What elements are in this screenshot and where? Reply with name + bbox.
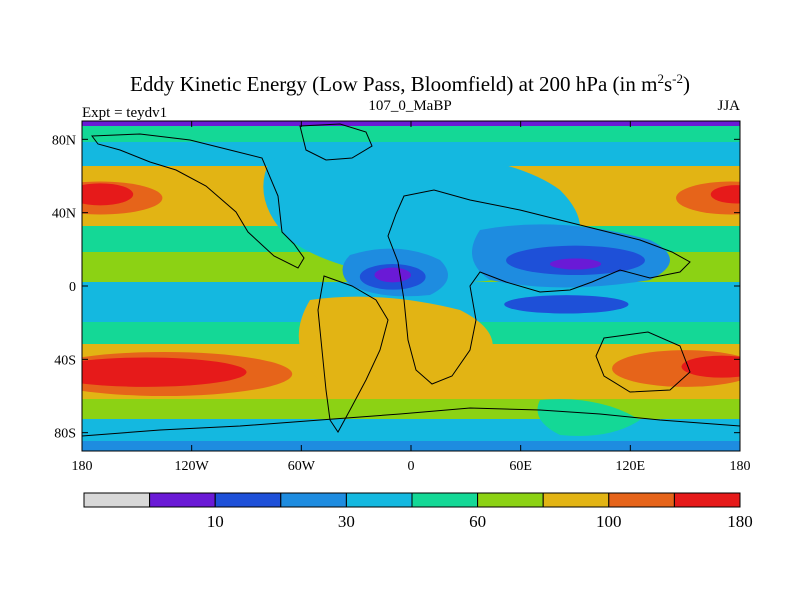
y-tick-label: 40N (52, 207, 76, 222)
colorbar-swatch (149, 492, 216, 508)
colorbar-label: 30 (338, 512, 355, 531)
field-blob (374, 267, 411, 283)
coastline-south-america (317, 275, 389, 433)
y-tick-label: 80N (52, 133, 76, 148)
x-tick-label: 60W (288, 459, 316, 474)
colorbar-swatch (411, 492, 479, 508)
title-main: Eddy Kinetic Energy (Low Pass, Bloomfiel… (130, 72, 657, 96)
field-blobs (82, 181, 740, 396)
title-unit-s-exp: -2 (672, 71, 683, 86)
title-unit-s: s (664, 72, 672, 96)
subtitle-left: Expt = teydv1 (82, 105, 167, 121)
colorbar-swatch (345, 492, 413, 508)
y-tick-label: 40S (54, 353, 76, 368)
field-band (82, 399, 740, 419)
colorbar-swatch (673, 492, 741, 508)
subtitle-right: JJA (717, 98, 740, 114)
y-tick-label: 80S (54, 427, 76, 442)
coastline-greenland (299, 123, 373, 161)
chart-title: Eddy Kinetic Energy (Low Pass, Bloomfiel… (130, 71, 690, 96)
y-axis: 80N 40N 0 40S 80S (52, 133, 740, 442)
coastline-eurasia-africa (387, 189, 691, 385)
colorbar-swatch (280, 492, 347, 508)
colorbar-swatch (542, 492, 610, 508)
colorbar-swatch (83, 492, 151, 508)
x-tick-label: 60E (509, 459, 532, 474)
subtitle-center: 107_0_MaBP (368, 98, 451, 114)
x-tick-label: 120E (616, 459, 646, 474)
coastline-north-america (91, 133, 305, 269)
field-blob (504, 295, 629, 314)
field-blob (82, 357, 247, 387)
colorbar-label: 10 (207, 512, 224, 531)
x-axis: 180 120W 60W 0 60E 120E 180 (72, 121, 751, 474)
coastlines (81, 123, 741, 437)
coastline-australia (595, 331, 691, 393)
x-tick-label: 120W (175, 459, 210, 474)
field-band (82, 126, 740, 142)
colorbar-label: 60 (469, 512, 486, 531)
y-tick-label: 0 (69, 280, 76, 295)
colorbar-label: 180 (727, 512, 753, 531)
colorbar-swatch (608, 492, 675, 508)
green-region (298, 296, 493, 398)
colorbar-swatch (477, 492, 544, 508)
field-layer (82, 121, 740, 451)
x-tick-label: 180 (730, 459, 751, 474)
title-close: ) (683, 72, 690, 96)
colorbar-label: 100 (596, 512, 622, 531)
title-unit-m-exp: 2 (657, 71, 664, 86)
colorbar-swatch (214, 492, 282, 508)
x-tick-label: 180 (72, 459, 93, 474)
colorbar: 10 30 60 100 180 (83, 492, 753, 531)
field-blob (82, 183, 134, 206)
field-band (82, 419, 740, 441)
coastline-antarctica (81, 407, 741, 437)
x-tick-label: 0 (408, 459, 415, 474)
field-blob (710, 185, 740, 204)
green-region (537, 399, 640, 436)
field-blob (681, 355, 740, 378)
field-blob (549, 258, 602, 270)
